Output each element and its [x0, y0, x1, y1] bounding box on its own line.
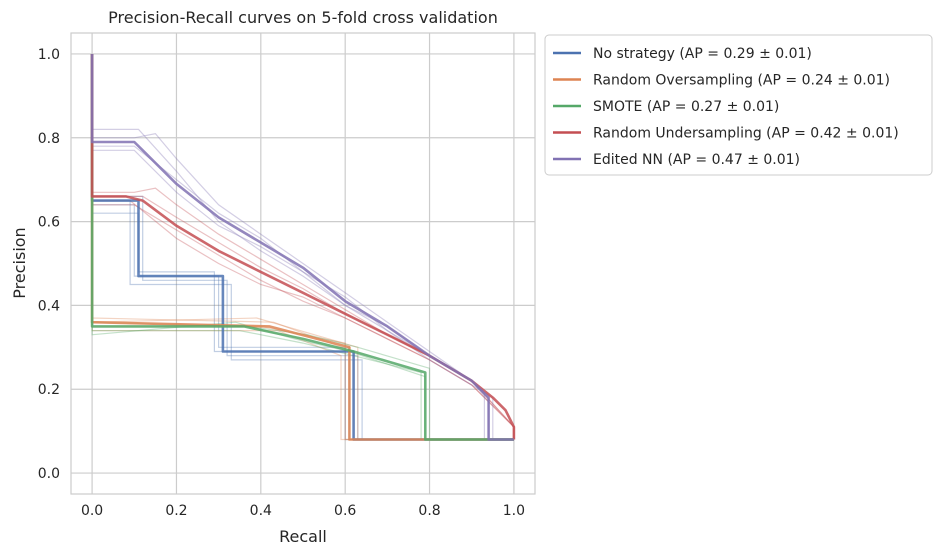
x-tick-label: 0.4 [250, 503, 272, 519]
fold-curve [91, 54, 514, 441]
legend-entry: Random Oversampling (AP = 0.24 ± 0.01) [593, 73, 890, 89]
legend-entry: No strategy (AP = 0.29 ± 0.01) [593, 46, 812, 62]
fold-curve [91, 54, 514, 441]
legend-entry: SMOTE (AP = 0.27 ± 0.01) [593, 99, 779, 115]
x-tick-label: 1.0 [503, 503, 525, 519]
mean-curve-line [90, 54, 514, 441]
chart-title: Precision-Recall curves on 5-fold cross … [108, 8, 498, 27]
y-tick-labels: 0.0 0.2 0.4 0.6 0.8 1.0 [38, 47, 60, 482]
y-tick-label: 0.8 [38, 131, 60, 147]
y-axis-label: Precision [10, 227, 29, 298]
y-tick-label: 0.0 [38, 466, 60, 482]
x-tick-label: 0.0 [81, 503, 103, 519]
fold-curve [91, 54, 514, 441]
y-tick-label: 0.2 [38, 382, 60, 398]
x-axis-label: Recall [279, 527, 327, 546]
x-tick-label: 0.2 [165, 503, 187, 519]
legend-entry: Edited NN (AP = 0.47 ± 0.01) [593, 152, 800, 168]
plot-area [70, 32, 536, 495]
mean-curve-line [90, 54, 514, 441]
mean-curve-line [90, 54, 516, 440]
legend: No strategy (AP = 0.29 ± 0.01) Random Ove… [544, 34, 933, 176]
legend-box [544, 34, 933, 176]
x-tick-labels: 0.0 0.2 0.4 0.6 0.8 1.0 [81, 503, 525, 519]
y-tick-label: 0.4 [38, 298, 60, 314]
mean-curves [90, 54, 516, 441]
legend-entry: Random Undersampling (AP = 0.42 ± 0.01) [593, 126, 899, 142]
y-tick-label: 1.0 [38, 47, 60, 63]
mean-curve-line [90, 54, 514, 441]
x-tick-label: 0.8 [418, 503, 440, 519]
x-tick-label: 0.6 [334, 503, 356, 519]
y-tick-label: 0.6 [38, 215, 60, 231]
fold-curve [91, 54, 515, 440]
